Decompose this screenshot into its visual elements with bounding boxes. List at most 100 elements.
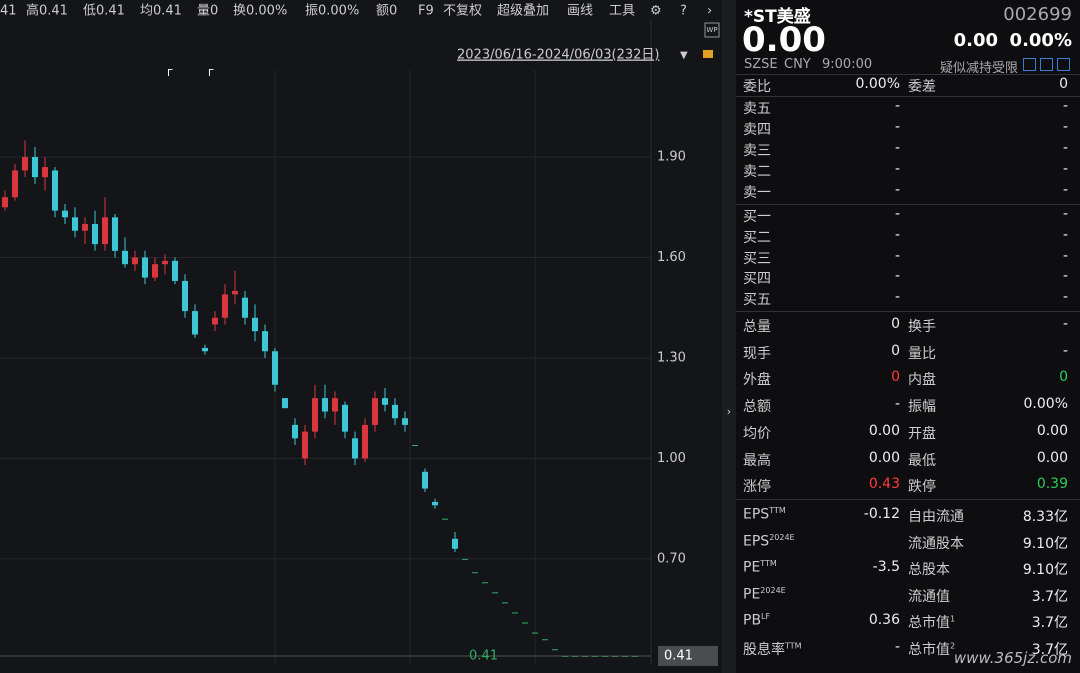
chart: › Γ Γ 2023/06/16-2024/06/03(232日) ▼ WP 4… — [0, 0, 736, 673]
quote-stat: 均0.41 — [140, 4, 182, 19]
row-value: - — [1062, 247, 1068, 264]
row-value: 3.7亿 — [1031, 615, 1068, 631]
candle-body — [442, 518, 448, 520]
candle-body — [262, 331, 268, 352]
y-tick-label: 0.70 — [657, 551, 686, 566]
candle-body — [112, 217, 118, 251]
icon-button[interactable]: ⚙ — [650, 4, 662, 19]
exchange: SZSE — [744, 57, 778, 72]
candle-body — [232, 290, 238, 295]
row-label: 股息率TTM — [743, 640, 802, 658]
candle-body — [102, 217, 108, 245]
row-value: 0 — [891, 342, 900, 359]
row-label: 自由流通 — [908, 509, 964, 525]
row-value: - — [1062, 289, 1068, 306]
row-label: EPS2024E — [743, 532, 795, 550]
candle-body — [312, 398, 318, 432]
price: 0.00 — [742, 20, 826, 60]
badge-box[interactable] — [704, 22, 720, 38]
row-label: 换手 — [908, 319, 936, 335]
quote-stat: 换0.00% — [233, 4, 287, 19]
candle-body — [252, 317, 258, 332]
candle-body — [542, 639, 548, 641]
row-value: 0.00 — [1036, 422, 1068, 439]
candle-body — [172, 260, 178, 281]
candle-body — [492, 592, 498, 594]
candle-body — [122, 250, 128, 265]
candle-body — [522, 622, 528, 624]
lock-icon[interactable] — [703, 50, 713, 58]
candle-body — [32, 157, 38, 178]
row-value: 0.00% — [1023, 396, 1068, 413]
row-value: 0.00 — [868, 449, 900, 466]
row-label: 总股本 — [908, 562, 950, 578]
candle-body — [422, 471, 428, 489]
icon-button[interactable]: › — [707, 4, 712, 19]
marker: Γ — [167, 68, 173, 79]
candle-body — [82, 224, 88, 231]
row-label: 流通股本 — [908, 535, 964, 552]
tool-button[interactable]: 超级叠加 — [497, 4, 549, 19]
row-value: 9.10亿 — [1022, 562, 1068, 578]
panel-icon[interactable] — [1040, 58, 1053, 71]
tool-button[interactable]: F9 — [418, 4, 434, 19]
candle-body — [282, 398, 288, 409]
row-label: PBLF — [743, 612, 771, 629]
row-value: 0 — [891, 369, 900, 386]
y-tick-label: 1.30 — [657, 350, 686, 365]
row-value: 0.00 — [1036, 449, 1068, 466]
row-value: - — [894, 140, 900, 156]
y-tick-label: 1.60 — [657, 250, 686, 265]
tool-button[interactable]: 工具 — [609, 4, 635, 19]
row-label: 内盘 — [908, 372, 936, 389]
tool-button[interactable]: 不复权 — [443, 3, 482, 19]
candle-body — [322, 398, 328, 412]
separator — [736, 499, 1080, 500]
separator — [736, 204, 1080, 205]
panel-icon[interactable] — [1023, 58, 1036, 71]
row-label: 总市值1 — [908, 614, 956, 631]
collapse-bar[interactable] — [722, 0, 736, 673]
row-value: - — [1062, 98, 1068, 114]
change: 0.00 — [953, 30, 998, 51]
candle-body — [152, 264, 158, 278]
candle-body — [302, 431, 308, 459]
row-value: - — [894, 396, 900, 413]
row-label: 均价 — [743, 425, 771, 442]
tool-button[interactable]: 画线 — [567, 4, 593, 19]
row-label: 最低 — [908, 452, 936, 469]
candle-body — [202, 347, 208, 352]
candle-body — [532, 632, 538, 634]
separator — [736, 74, 1080, 75]
row-value: - — [894, 247, 900, 264]
icon-button[interactable]: ? — [680, 4, 687, 19]
candle-body — [42, 167, 48, 178]
row-value: - — [894, 161, 900, 177]
notice[interactable]: 疑似减持受限 — [939, 61, 1018, 76]
row-label: 总量 — [743, 319, 771, 335]
separator — [736, 311, 1080, 312]
superscript: 2024E — [760, 585, 786, 595]
range-dropdown[interactable]: ▼ — [680, 50, 688, 61]
row-label: 委差 — [908, 79, 936, 95]
candle-body — [162, 260, 168, 265]
row-value: - — [894, 289, 900, 306]
superscript: 2 — [950, 640, 956, 650]
row-label: PE2024E — [743, 585, 786, 603]
date-range[interactable]: 2023/06/16-2024/06/03(232日) — [457, 48, 660, 63]
badge[interactable]: WP — [706, 26, 717, 34]
quote-stat: 额0 — [376, 4, 397, 19]
row-value: 8.33亿 — [1022, 509, 1068, 525]
row-value: - — [1062, 226, 1068, 243]
row-label: 卖三 — [743, 143, 771, 159]
collapse-arrow[interactable]: › — [727, 405, 731, 418]
superscript: TTM — [769, 506, 786, 515]
row-label: PETTM — [743, 559, 777, 576]
candle-body — [52, 170, 58, 211]
row-label: 卖四 — [743, 122, 771, 138]
row-label: 买二 — [743, 229, 771, 246]
superscript: TTM — [785, 640, 802, 650]
panel-icon[interactable] — [1057, 58, 1070, 71]
chart-bg — [0, 0, 736, 673]
